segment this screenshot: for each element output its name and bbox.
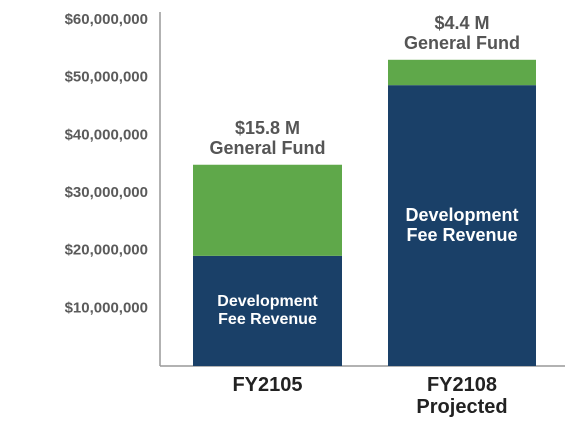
- segment-name: General Fund: [209, 137, 326, 158]
- value-label: $4.4 M: [434, 12, 490, 33]
- y-tick-label: $30,000,000: [65, 184, 148, 201]
- bar-segment: [388, 85, 536, 366]
- y-tick-label: $60,000,000: [65, 11, 148, 28]
- segment-label: Development Fee Revenue: [217, 293, 318, 328]
- bar-segment: [388, 59, 536, 86]
- x-tick-label: FY2105: [232, 374, 303, 396]
- y-tick-label: $40,000,000: [65, 126, 148, 143]
- bar-segment: [193, 255, 342, 366]
- y-tick-label: $10,000,000: [65, 299, 148, 316]
- y-tick-label: $50,000,000: [65, 69, 148, 86]
- segment-name: General Fund: [403, 32, 521, 53]
- value-label: $15.8 M: [234, 117, 301, 138]
- bar-segment: [193, 164, 342, 256]
- x-tick-label: FY2108 Projected: [416, 374, 508, 418]
- segment-label: Development Fee Revenue: [405, 204, 519, 245]
- y-tick-label: $20,000,000: [65, 242, 148, 259]
